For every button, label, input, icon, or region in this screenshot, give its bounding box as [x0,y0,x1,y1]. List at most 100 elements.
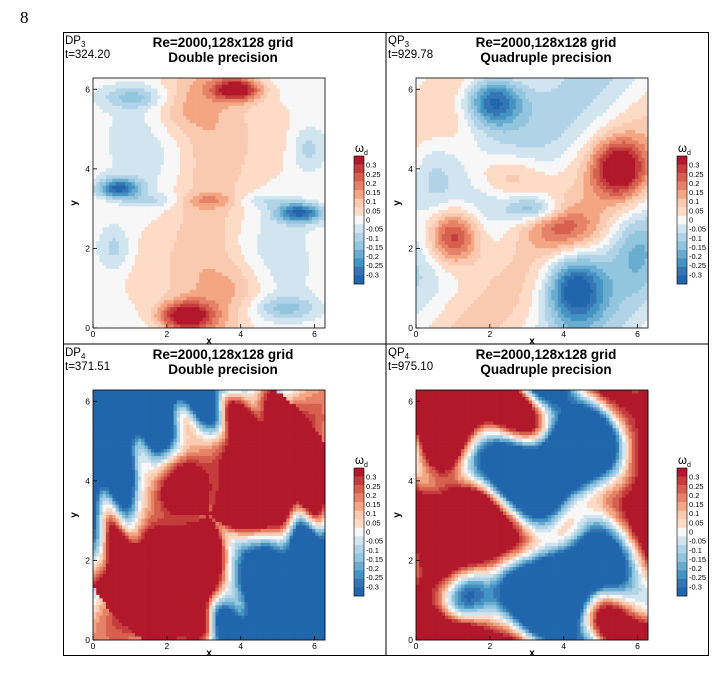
heatmap-cell [270,147,274,152]
heatmap-cell [115,223,120,228]
heatmap-cell [189,251,194,256]
heatmap-cell [267,143,271,148]
heatmap-cell [109,209,113,214]
heatmap-cell [244,265,249,270]
heatmap-cell [247,168,252,173]
heatmap-cell [299,321,303,325]
heatmap-cell [176,112,181,117]
heatmap-cell [228,279,232,284]
heatmap-cell [225,317,229,322]
heatmap-cell [131,220,136,225]
heatmap-cell [234,268,239,273]
heatmap-cell [134,161,139,166]
heatmap-cell [131,282,136,287]
heatmap-cell [151,272,155,277]
heatmap-cell [241,314,245,318]
heatmap-cell [147,289,152,294]
heatmap-cell [160,143,165,148]
heatmap-cell [263,154,268,159]
heatmap-cell [234,81,239,86]
heatmap-cell [218,286,223,291]
heatmap-cell [138,244,142,249]
heatmap-cell [299,296,303,301]
heatmap-cell [302,157,307,162]
heatmap-cell [93,279,97,284]
heatmap-cell [176,137,181,141]
heatmap-cell [173,248,178,252]
heatmap-cell [183,289,187,294]
heatmap-cell [231,137,236,141]
heatmap-cell [244,206,249,211]
heatmap-cell [128,123,133,127]
heatmap-cell [289,314,294,318]
heatmap-cell [234,262,239,266]
heatmap-cell [147,255,152,259]
heatmap-cell [134,237,139,242]
heatmap-cell [209,182,213,186]
heatmap-cell [147,119,152,124]
heatmap-cell [138,300,142,305]
heatmap-cell [244,105,249,110]
heatmap-cell [283,321,287,325]
heatmap-cell [218,81,223,86]
heatmap-cell [118,275,123,280]
heatmap-cell [102,130,107,134]
heatmap-cell [192,223,197,228]
heatmap-cell [292,84,297,89]
heatmap-cell [267,78,271,82]
heatmap-cell [151,102,155,107]
heatmap-cell [186,109,191,114]
heatmap-cell [292,143,297,148]
heatmap-cell [247,182,252,186]
heatmap-cell [93,307,97,311]
heatmap-cell [122,234,126,239]
heatmap-cell [296,185,300,190]
heatmap-cell [112,137,116,141]
heatmap-cell [289,258,294,263]
heatmap-cell [176,255,181,259]
heatmap-cell [186,321,191,325]
heatmap-cell [134,164,139,169]
heatmap-cell [299,275,303,280]
heatmap-cell [312,164,316,169]
heatmap-cell [202,189,207,193]
heatmap-cell [267,182,271,186]
heatmap-cell [122,310,126,315]
heatmap-cell [241,168,245,173]
heatmap-cell [308,175,313,180]
heatmap-cell [176,185,181,190]
heatmap-cell [221,130,226,134]
heatmap-cell [302,216,307,221]
heatmap-cell [173,300,178,305]
heatmap-cell [128,157,133,162]
heatmap-cell [180,98,184,103]
heatmap-cell [205,84,210,89]
heatmap-cell [183,168,187,173]
heatmap-cell [109,241,113,246]
heatmap-cell [215,175,220,180]
heatmap-cell [160,137,165,141]
heatmap-cell [151,105,155,110]
heatmap-cell [176,175,181,180]
heatmap-cell [312,324,316,329]
heatmap-cell [144,140,149,145]
heatmap-cell [279,275,284,280]
heatmap-cell [167,241,171,246]
heatmap-cell [286,244,290,249]
heatmap-cell [196,216,200,221]
heatmap-cell [286,223,290,228]
heatmap-cell [167,98,171,103]
heatmap-cell [96,123,100,127]
heatmap-cell [176,268,181,273]
heatmap-cell [180,265,184,270]
heatmap-cell [189,230,194,235]
heatmap-cell [247,237,252,242]
heatmap-cell [221,98,226,103]
heatmap-cell [105,206,110,211]
heatmap-cell [292,206,297,211]
heatmap-cell [196,255,200,259]
heatmap-cell [102,230,107,235]
heatmap-cell [163,185,168,190]
heatmap-cell [180,185,184,190]
heatmap-cell [296,161,300,166]
